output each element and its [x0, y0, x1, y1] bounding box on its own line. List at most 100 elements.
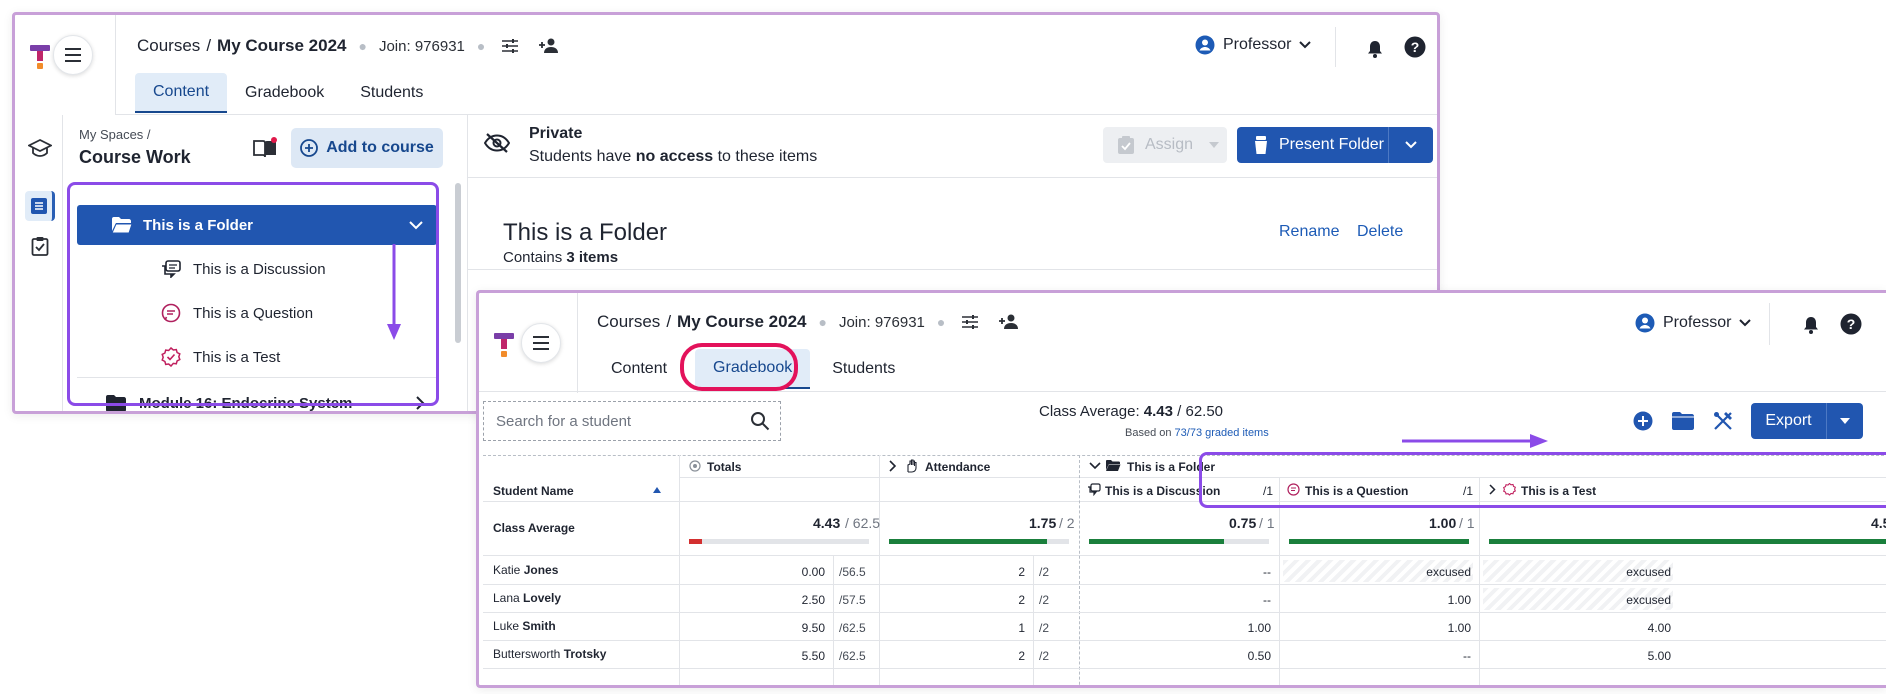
- student-search-input[interactable]: Search for a student: [483, 401, 781, 441]
- sidebar-title: Course Work: [79, 147, 191, 167]
- clipboard-check-icon[interactable]: [25, 231, 55, 261]
- help-icon[interactable]: ?: [1403, 35, 1427, 59]
- tree-item-label: This is a Test: [193, 348, 281, 366]
- chevron-down-icon[interactable]: [409, 220, 423, 230]
- breadcrumb-course[interactable]: My Course 2024: [217, 36, 347, 55]
- breadcrumb-courses[interactable]: Courses: [597, 312, 661, 331]
- discussion-column-header[interactable]: This is a Discussion: [1105, 484, 1221, 498]
- role-selector[interactable]: Professor: [1635, 313, 1752, 333]
- folder-title: This is a Folder: [503, 219, 668, 246]
- help-icon[interactable]: ?: [1839, 312, 1863, 336]
- breadcrumb-course[interactable]: My Course 2024: [677, 312, 807, 331]
- list-view-icon[interactable]: [25, 191, 55, 221]
- tree-item-discussion[interactable]: This is a Discussion: [69, 249, 447, 289]
- student-question-grade[interactable]: excused: [1426, 565, 1471, 579]
- student-name[interactable]: Lana Lovely: [493, 591, 562, 605]
- folder-column-header[interactable]: This is a Folder: [1127, 460, 1216, 474]
- sliders-icon[interactable]: [497, 33, 523, 59]
- student-test-grade[interactable]: excused: [1626, 565, 1671, 579]
- tree-item-question[interactable]: This is a Question: [69, 293, 447, 333]
- add-to-course-button[interactable]: Add to course: [291, 128, 443, 168]
- tab-students[interactable]: Students: [360, 84, 424, 101]
- tab-content[interactable]: Content: [611, 360, 668, 377]
- sort-ascending-icon[interactable]: [653, 487, 661, 493]
- student-discussion-grade[interactable]: --: [1263, 565, 1271, 579]
- graded-items-link[interactable]: 73/73 graded items: [1174, 427, 1269, 439]
- chevron-right-icon[interactable]: [1489, 484, 1496, 495]
- delete-link[interactable]: Delete: [1357, 223, 1404, 240]
- student-name-column-header[interactable]: Student Name: [493, 484, 574, 498]
- present-folder-main[interactable]: Present Folder: [1237, 127, 1389, 163]
- tab-students[interactable]: Students: [832, 360, 896, 377]
- plus-circle-icon: [300, 139, 319, 157]
- spaces-breadcrumb[interactable]: My Spaces /: [79, 127, 151, 142]
- add-people-icon[interactable]: [997, 309, 1023, 335]
- chevron-right-icon[interactable]: [889, 460, 897, 472]
- table-top-border: [483, 455, 1886, 456]
- folder-highlight-box: [67, 182, 439, 406]
- add-people-icon[interactable]: [537, 33, 563, 59]
- student-question-grade[interactable]: 1.00: [1447, 593, 1471, 607]
- chevron-down-icon[interactable]: [1089, 462, 1101, 470]
- test-column-header[interactable]: This is a Test: [1521, 484, 1597, 498]
- student-discussion-grade[interactable]: --: [1263, 593, 1271, 607]
- tree-folder[interactable]: This is a Folder: [77, 205, 437, 245]
- tab-gradebook[interactable]: Gradebook: [245, 84, 325, 101]
- rename-link[interactable]: Rename: [1279, 223, 1340, 240]
- sidebar-scrollbar[interactable]: [455, 183, 461, 343]
- student-total[interactable]: 2.50: [801, 593, 825, 607]
- student-attendance[interactable]: 1: [1018, 621, 1025, 635]
- add-circle-icon[interactable]: [1633, 411, 1653, 431]
- present-options-button[interactable]: [1389, 141, 1433, 149]
- question-column-header[interactable]: This is a Question: [1305, 484, 1409, 498]
- student-test-grade[interactable]: 5.00: [1647, 649, 1671, 663]
- class-average-attendance-max: / 2: [1059, 515, 1075, 531]
- assign-button[interactable]: Assign: [1103, 127, 1227, 163]
- student-question-grade[interactable]: --: [1463, 649, 1471, 663]
- student-name[interactable]: Katie Jones: [493, 563, 559, 577]
- present-folder-button[interactable]: Present Folder: [1237, 127, 1433, 163]
- student-total[interactable]: 0.00: [801, 565, 825, 579]
- bell-icon[interactable]: [1799, 313, 1823, 337]
- student-name[interactable]: Luke Smith: [493, 619, 556, 633]
- book-icon[interactable]: [252, 137, 278, 159]
- student-total[interactable]: 9.50: [801, 621, 825, 635]
- export-label[interactable]: Export: [1751, 403, 1827, 439]
- discussion-icon: [162, 260, 181, 278]
- tab-content[interactable]: Content: [135, 73, 228, 113]
- class-average-discussion: 0.75: [1229, 515, 1257, 531]
- student-discussion-grade[interactable]: 1.00: [1247, 621, 1271, 635]
- student-attendance[interactable]: 2: [1018, 593, 1025, 607]
- discussion-progress-fill: [1089, 539, 1224, 544]
- discussion-icon: [1088, 483, 1101, 496]
- student-attendance[interactable]: 2: [1018, 565, 1025, 579]
- student-name[interactable]: Buttersworth Trotsky: [493, 647, 607, 661]
- menu-button[interactable]: [521, 323, 561, 363]
- tools-icon[interactable]: [1713, 411, 1733, 431]
- student-test-grade[interactable]: 4.00: [1647, 621, 1671, 635]
- role-selector[interactable]: Professor: [1195, 35, 1312, 55]
- export-button[interactable]: Export: [1751, 403, 1863, 439]
- visibility-title: Private: [529, 125, 583, 142]
- student-total[interactable]: 5.50: [801, 649, 825, 663]
- totals-column-header[interactable]: Totals: [707, 460, 742, 474]
- student-attendance-max: /2: [1039, 593, 1050, 607]
- user-icon: [1635, 313, 1655, 333]
- course-work-icon[interactable]: [25, 133, 55, 163]
- folder-icon[interactable]: [1671, 411, 1695, 431]
- student-test-grade[interactable]: excused: [1626, 593, 1671, 607]
- search-icon[interactable]: [750, 411, 770, 431]
- student-discussion-grade[interactable]: 0.50: [1247, 649, 1271, 663]
- bell-icon[interactable]: [1363, 37, 1387, 61]
- class-average-attendance: 1.75: [1029, 515, 1057, 531]
- course-tabs: Content Gradebook Students: [135, 73, 441, 113]
- attendance-column-header[interactable]: Attendance: [925, 460, 991, 474]
- menu-button[interactable]: [53, 35, 93, 75]
- pane-header-divider: [468, 177, 1437, 178]
- tree-item-test[interactable]: This is a Test: [69, 337, 447, 377]
- student-question-grade[interactable]: 1.00: [1447, 621, 1471, 635]
- breadcrumb-courses[interactable]: Courses: [137, 36, 201, 55]
- student-attendance[interactable]: 2: [1018, 649, 1025, 663]
- sliders-icon[interactable]: [957, 309, 983, 335]
- export-options-button[interactable]: [1827, 403, 1863, 439]
